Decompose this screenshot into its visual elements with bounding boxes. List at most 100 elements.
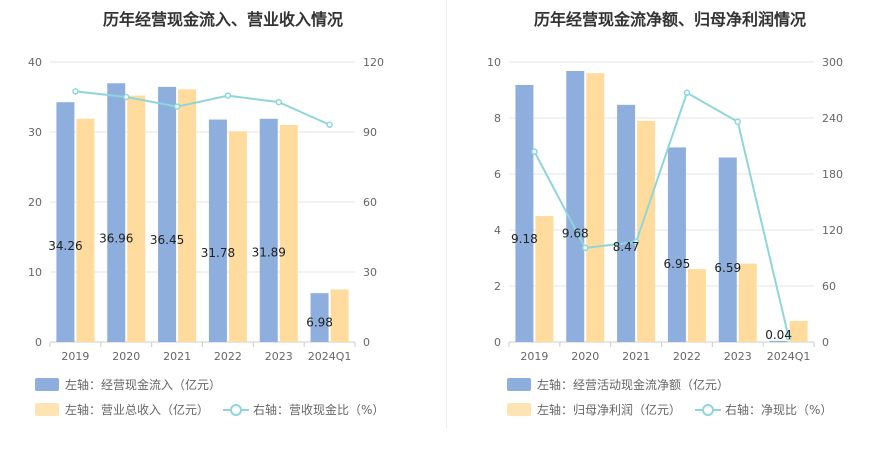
bar [279,125,298,342]
legend-item-line[interactable]: 右轴：营收现金比（%） [223,401,384,418]
legend-row-2: 左轴：营业总收入（亿元） 右轴：营收现金比（%） [35,401,384,418]
right-axis-tick-label: 300 [822,56,843,69]
line-point [173,103,181,110]
x-axis-tick-label: 2019 [61,350,89,363]
left-axis-tick-label: 4 [494,224,501,237]
bar [687,269,706,342]
legend-line-icon [223,403,250,416]
left-axis-tick-label: 8 [494,112,501,125]
chart-title: 历年经营现金流入、营业收入情况 [102,10,343,29]
data-label: 36.96 [99,232,133,246]
line-point [326,121,333,129]
left-axis-tick-label: 0 [494,336,501,349]
left-axis-tick-label: 30 [28,126,42,139]
legend-item-bar1[interactable]: 左轴：经营活动现金流净额（亿元） [507,376,729,393]
bar [228,131,247,342]
x-axis-tick-label: 2021 [163,350,191,363]
data-label: 9.18 [511,232,538,246]
right-axis-tick-label: 30 [363,266,377,279]
legend-label: 左轴：归母净利润（亿元） [537,403,682,417]
data-label: 8.47 [613,240,640,254]
bar [259,118,278,343]
bar [586,73,605,342]
data-label: 6.59 [714,261,741,275]
line-point [123,93,130,101]
bar [738,263,757,342]
legend-row-2: 左轴：归母净利润（亿元） 右轴：净现比（%） [507,401,832,418]
legend-swatch [507,378,531,391]
legend-label: 左轴：经营活动现金流净额（亿元） [537,378,730,392]
right-axis-tick-label: 90 [363,126,377,139]
line-point [785,333,792,341]
legend-label: 右轴：净现比（%） [725,403,833,417]
right-axis-tick-label: 0 [363,336,370,349]
legend-item-line[interactable]: 右轴：净现比（%） [695,401,832,418]
x-axis-tick-label: 2022 [673,350,701,363]
bar [56,102,75,343]
line-series [533,91,790,338]
left-axis-tick-label: 2 [494,280,501,293]
right-axis-tick-label: 60 [363,196,377,209]
bar [107,83,126,342]
line-point [632,238,640,246]
left-axis-tick-label: 10 [487,56,501,69]
data-label: 6.95 [664,257,691,271]
chart-panel-netflow: 历年经营现金流净额、归母净利润情况 0 2 4 6 8 10 0 60 120 180 240 300… [447,0,893,458]
bar [178,89,197,342]
right-axis-tick-label: 0 [822,336,829,349]
x-axis-tick-label: 2023 [724,350,752,363]
bar [330,289,349,342]
line-point [683,89,691,97]
data-label: 31.89 [252,246,286,260]
legend-label: 左轴：经营现金流入（亿元） [65,378,222,392]
data-label: 34.26 [48,239,82,253]
x-axis-tick-label: 2024Q1 [308,350,352,363]
legend-label: 左轴：营业总收入（亿元） [65,403,210,417]
right-axis-tick-label: 60 [822,280,836,293]
legend-item-bar1[interactable]: 左轴：经营现金流入（亿元） [35,376,221,393]
right-axis-tick-label: 120 [363,56,384,69]
chart-svg: 0 10 20 30 40 0 30 60 90 120 2019 2020 2021 2022 2023 2… [28,56,384,363]
panel-divider [446,0,447,428]
bar [617,104,636,342]
left-axis-tick-label: 10 [28,266,42,279]
left-axis-tick-label: 0 [35,336,42,349]
bar [515,84,534,343]
legend-swatch [35,378,59,391]
data-label: 6.98 [306,315,333,329]
legend-swatch [35,403,59,416]
legend-item-bar2[interactable]: 左轴：营业总收入（亿元） [35,401,209,418]
data-label: 9.68 [562,227,589,241]
right-axis-tick-label: 240 [822,112,843,125]
bar [76,118,95,342]
line-series [75,90,330,126]
left-axis-tick-label: 6 [494,168,501,181]
bar [637,120,656,342]
bar [718,157,737,342]
chart-title: 历年经营现金流净额、归母净利润情况 [533,10,806,29]
chart-svg: 0 2 4 6 8 10 0 60 120 180 240 300 2019 2020 2021 2022 20… [487,56,843,363]
bar [535,216,554,342]
chart-panel-inflow: 历年经营现金流入、营业收入情况 0 10 20 30 40 0 30 60 90 120 2019 2… [0,0,446,458]
line-point [275,98,282,106]
x-axis-tick-label: 2024Q1 [767,350,811,363]
legend-item-bar2[interactable]: 左轴：归母净利润（亿元） [507,401,681,418]
bar [566,70,585,343]
bar [789,321,808,342]
x-axis-tick-label: 2021 [622,350,650,363]
line-point [224,92,232,99]
right-axis-tick-label: 120 [822,224,843,237]
left-axis-tick-label: 40 [28,56,42,69]
legend-swatch [507,403,531,416]
bar [127,95,146,342]
x-axis-tick-label: 2019 [520,350,548,363]
line-point [734,118,741,125]
x-axis-tick-label: 2020 [112,350,140,363]
data-label: 36.45 [150,233,184,247]
data-label: 0.04 [765,328,792,342]
x-axis-tick-label: 2022 [214,350,242,363]
right-axis-tick-label: 180 [822,168,843,181]
bar [769,340,788,342]
line-point [531,148,538,155]
x-axis-tick-label: 2020 [571,350,599,363]
